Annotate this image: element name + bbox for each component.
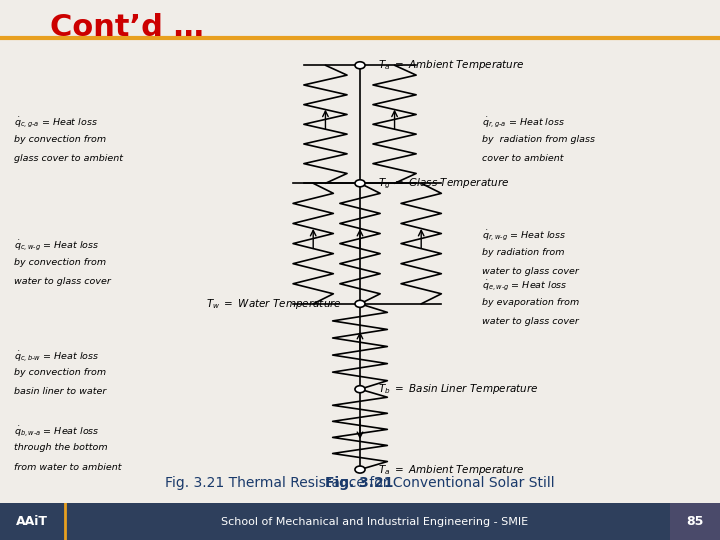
Circle shape (355, 62, 365, 69)
Circle shape (355, 300, 365, 307)
Text: $T_w$ $=$ Water Temperature: $T_w$ $=$ Water Temperature (206, 297, 342, 311)
Bar (670, 503, 720, 540)
Text: glass cover to ambient: glass cover to ambient (14, 154, 123, 163)
Text: water to glass cover: water to glass cover (482, 317, 579, 326)
Text: from water to ambient: from water to ambient (14, 463, 122, 471)
Text: by evaporation from: by evaporation from (482, 298, 580, 307)
Text: $T_g$ $=$ Glass Temperature: $T_g$ $=$ Glass Temperature (378, 176, 509, 191)
Text: cover to ambient: cover to ambient (482, 154, 564, 163)
Text: $T_b$ $=$ Basin Liner Temperature: $T_b$ $=$ Basin Liner Temperature (378, 382, 539, 396)
Circle shape (355, 180, 365, 187)
Text: by radiation from: by radiation from (482, 247, 565, 256)
Text: $\dot{q}_{c,b\text{-}w}$ = Heat loss: $\dot{q}_{c,b\text{-}w}$ = Heat loss (14, 349, 99, 364)
Text: by convection from: by convection from (14, 134, 107, 144)
Text: $\dot{q}_{b,w\text{-}a}$ = Heat loss: $\dot{q}_{b,w\text{-}a}$ = Heat loss (14, 424, 100, 439)
Text: water to glass cover: water to glass cover (14, 276, 111, 286)
Text: through the bottom: through the bottom (14, 443, 108, 453)
Text: $\dot{q}_{r,g\text{-}a}$ = Heat loss: $\dot{q}_{r,g\text{-}a}$ = Heat loss (482, 116, 565, 130)
Text: Fig. 3.21 Thermal Resistance for Conventional Solar Still: Fig. 3.21 Thermal Resistance for Convent… (165, 476, 555, 490)
Text: basin liner to water: basin liner to water (14, 387, 107, 396)
Text: water to glass cover: water to glass cover (482, 267, 579, 275)
Text: Cont’d …: Cont’d … (50, 12, 204, 42)
Text: $\dot{q}_{c,w\text{-}g}$ = Heat loss: $\dot{q}_{c,w\text{-}g}$ = Heat loss (14, 239, 99, 253)
Text: $\dot{q}_{r,w\text{-}g}$ = Heat loss: $\dot{q}_{r,w\text{-}g}$ = Heat loss (482, 228, 567, 242)
Circle shape (355, 466, 365, 473)
Text: $\dot{q}_{e,w\text{-}g}$ = Heat loss: $\dot{q}_{e,w\text{-}g}$ = Heat loss (482, 279, 568, 293)
Text: $\dot{q}_{c,g\text{-}a}$ = Heat loss: $\dot{q}_{c,g\text{-}a}$ = Heat loss (14, 116, 98, 130)
Text: 85: 85 (686, 515, 703, 528)
Text: $T_a$ $=$ Ambient Temperature: $T_a$ $=$ Ambient Temperature (378, 463, 525, 477)
Text: by convection from: by convection from (14, 368, 107, 377)
Text: AAiT: AAiT (17, 515, 48, 528)
Text: Fig. 3.21: Fig. 3.21 (325, 476, 394, 490)
Text: by convection from: by convection from (14, 258, 107, 267)
Text: $T_a$ $=$ Ambient Temperature: $T_a$ $=$ Ambient Temperature (378, 58, 525, 72)
Text: by  radiation from glass: by radiation from glass (482, 134, 595, 144)
Circle shape (355, 386, 365, 393)
Text: School of Mechanical and Industrial Engineering - SMIE: School of Mechanical and Industrial Engi… (221, 517, 528, 526)
